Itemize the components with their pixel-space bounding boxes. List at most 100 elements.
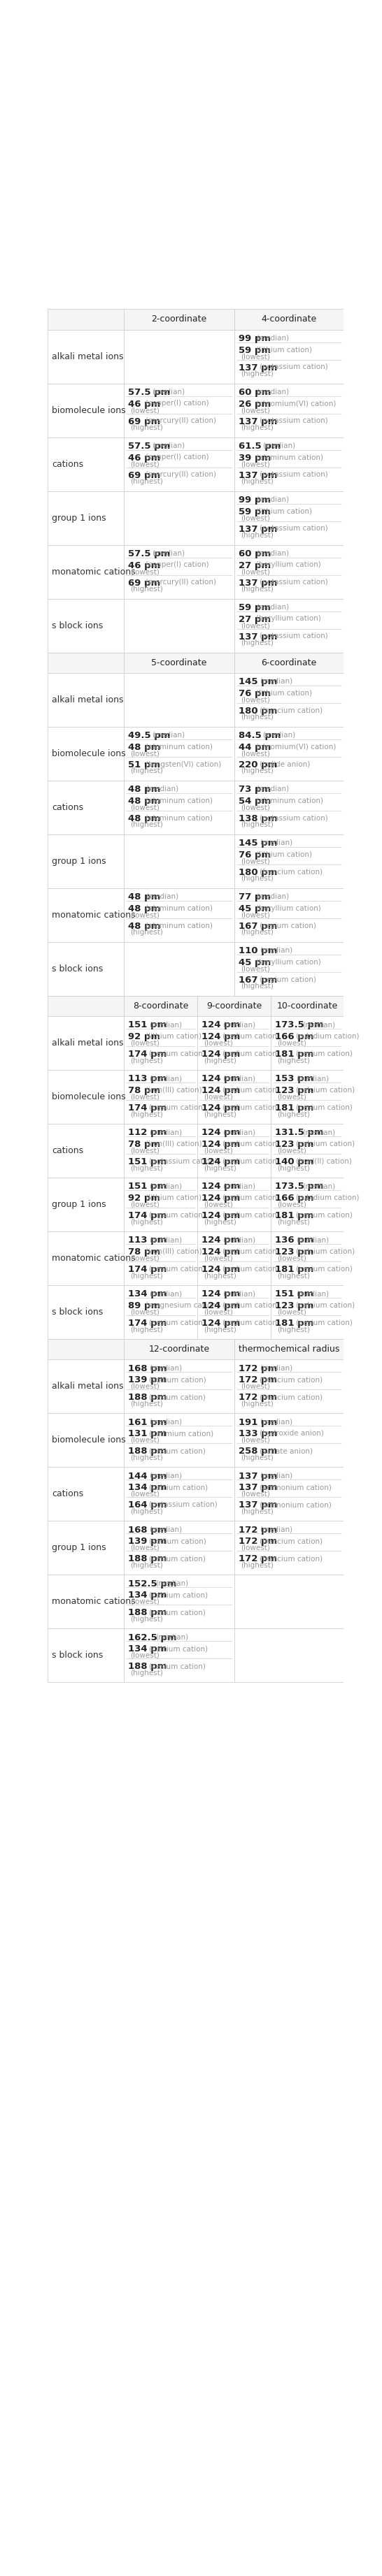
Text: (highest): (highest)	[204, 1218, 236, 1226]
Text: (tungsten(VI) cation): (tungsten(VI) cation)	[146, 760, 222, 768]
Text: (lowest): (lowest)	[130, 1597, 160, 1605]
Bar	[124, 1574, 234, 1628]
Text: s block ions: s block ions	[52, 963, 104, 974]
Text: (median): (median)	[256, 495, 289, 502]
Text: (sodium cation): (sodium cation)	[222, 1195, 280, 1200]
Text: (highest): (highest)	[204, 1110, 236, 1118]
Bar	[48, 1069, 124, 1123]
Bar	[124, 1520, 234, 1574]
Bar	[197, 1285, 271, 1340]
Text: (median): (median)	[259, 677, 292, 685]
Text: (lowest): (lowest)	[204, 1092, 233, 1100]
Text: 134 pm: 134 pm	[128, 1643, 167, 1654]
Bar	[48, 492, 124, 544]
Bar	[48, 1285, 124, 1340]
Bar	[124, 1069, 197, 1123]
Text: (sodium cation): (sodium cation)	[222, 1319, 280, 1327]
Bar	[124, 384, 234, 438]
Text: group 1 ions: group 1 ions	[52, 1200, 107, 1208]
Bar	[234, 1628, 344, 1682]
Text: (cesium cation): (cesium cation)	[296, 1211, 352, 1218]
Text: 258 pm: 258 pm	[239, 1448, 277, 1455]
Bar	[197, 997, 271, 1015]
Text: (highest): (highest)	[130, 1327, 163, 1334]
Text: (highest): (highest)	[241, 425, 274, 430]
Text: 168 pm: 168 pm	[128, 1525, 167, 1535]
Bar	[48, 726, 124, 781]
Text: 27 pm: 27 pm	[239, 562, 271, 569]
Text: cations: cations	[52, 459, 84, 469]
Bar	[124, 492, 234, 544]
Text: cations: cations	[52, 804, 84, 811]
Text: (median): (median)	[259, 1419, 292, 1425]
Text: (highest): (highest)	[130, 1507, 163, 1515]
Text: (highest): (highest)	[130, 1455, 163, 1461]
Text: 124 pm: 124 pm	[202, 1291, 240, 1298]
Text: 78 pm: 78 pm	[128, 1141, 160, 1149]
Text: s block ions: s block ions	[52, 621, 104, 631]
Text: (highest): (highest)	[241, 585, 274, 592]
Text: 124 pm: 124 pm	[202, 1051, 240, 1059]
Bar	[234, 943, 344, 997]
Text: 61.5 pm: 61.5 pm	[239, 440, 281, 451]
Bar	[124, 672, 234, 726]
Text: 137 pm: 137 pm	[239, 1471, 277, 1481]
Text: 110 pm: 110 pm	[239, 945, 277, 956]
Text: (median): (median)	[155, 1633, 188, 1641]
Text: (median): (median)	[149, 1128, 182, 1136]
Text: (highest): (highest)	[130, 1056, 163, 1064]
Bar	[48, 781, 124, 835]
Text: (highest): (highest)	[130, 1669, 163, 1677]
Text: (lithium cation): (lithium cation)	[146, 1195, 202, 1200]
Text: (iron(III) cation): (iron(III) cation)	[146, 1249, 202, 1255]
Text: (median): (median)	[256, 389, 289, 394]
Text: (median): (median)	[256, 603, 289, 611]
Bar	[124, 652, 234, 672]
Bar	[197, 1177, 271, 1231]
Text: (lowest): (lowest)	[241, 966, 270, 971]
Text: (highest): (highest)	[130, 822, 163, 829]
Bar	[234, 1574, 344, 1628]
Text: (median): (median)	[152, 549, 185, 556]
Text: (lowest): (lowest)	[277, 1146, 306, 1154]
Bar	[48, 1177, 124, 1231]
Text: 76 pm: 76 pm	[239, 850, 271, 860]
Text: (lithium cation): (lithium cation)	[256, 507, 312, 515]
Text: (lowest): (lowest)	[241, 1437, 270, 1443]
Text: (lowest): (lowest)	[241, 1383, 270, 1391]
Text: 124 pm: 124 pm	[202, 1020, 240, 1030]
Text: (highest): (highest)	[277, 1164, 310, 1172]
Text: 48 pm: 48 pm	[128, 891, 160, 902]
Text: 174 pm: 174 pm	[128, 1319, 167, 1329]
Text: alkali metal ions: alkali metal ions	[52, 1381, 124, 1391]
Text: (sodium cation): (sodium cation)	[149, 1376, 206, 1383]
Text: (median): (median)	[262, 443, 296, 448]
Text: (lowest): (lowest)	[241, 621, 270, 629]
Text: 54 pm: 54 pm	[239, 796, 271, 806]
Text: (francium cation): (francium cation)	[259, 1376, 322, 1383]
Text: 10-coordinate: 10-coordinate	[277, 1002, 338, 1010]
Text: (median): (median)	[149, 1365, 182, 1370]
Text: (francium cation): (francium cation)	[259, 868, 322, 876]
Text: (highest): (highest)	[241, 822, 274, 829]
Text: 26 pm: 26 pm	[239, 399, 271, 410]
Text: 181 pm: 181 pm	[275, 1211, 314, 1221]
Text: (highest): (highest)	[241, 768, 274, 775]
Text: (median): (median)	[222, 1291, 255, 1298]
Text: (francium cation): (francium cation)	[259, 706, 322, 714]
Text: 137 pm: 137 pm	[239, 1502, 277, 1510]
Bar	[271, 1123, 344, 1177]
Text: (median): (median)	[222, 1074, 255, 1082]
Text: (potassium cation): (potassium cation)	[259, 526, 328, 533]
Text: (lowest): (lowest)	[130, 750, 160, 757]
Bar	[124, 1285, 197, 1340]
Text: 124 pm: 124 pm	[202, 1033, 240, 1041]
Text: (median): (median)	[149, 1471, 182, 1479]
Bar	[271, 1069, 344, 1123]
Text: (calcium cation): (calcium cation)	[296, 1301, 354, 1309]
Text: (median): (median)	[222, 1020, 255, 1028]
Text: 134 pm: 134 pm	[128, 1592, 167, 1600]
Text: biomolecule ions: biomolecule ions	[52, 750, 126, 757]
Text: 8-coordinate: 8-coordinate	[133, 1002, 188, 1010]
Text: (highest): (highest)	[241, 984, 274, 989]
